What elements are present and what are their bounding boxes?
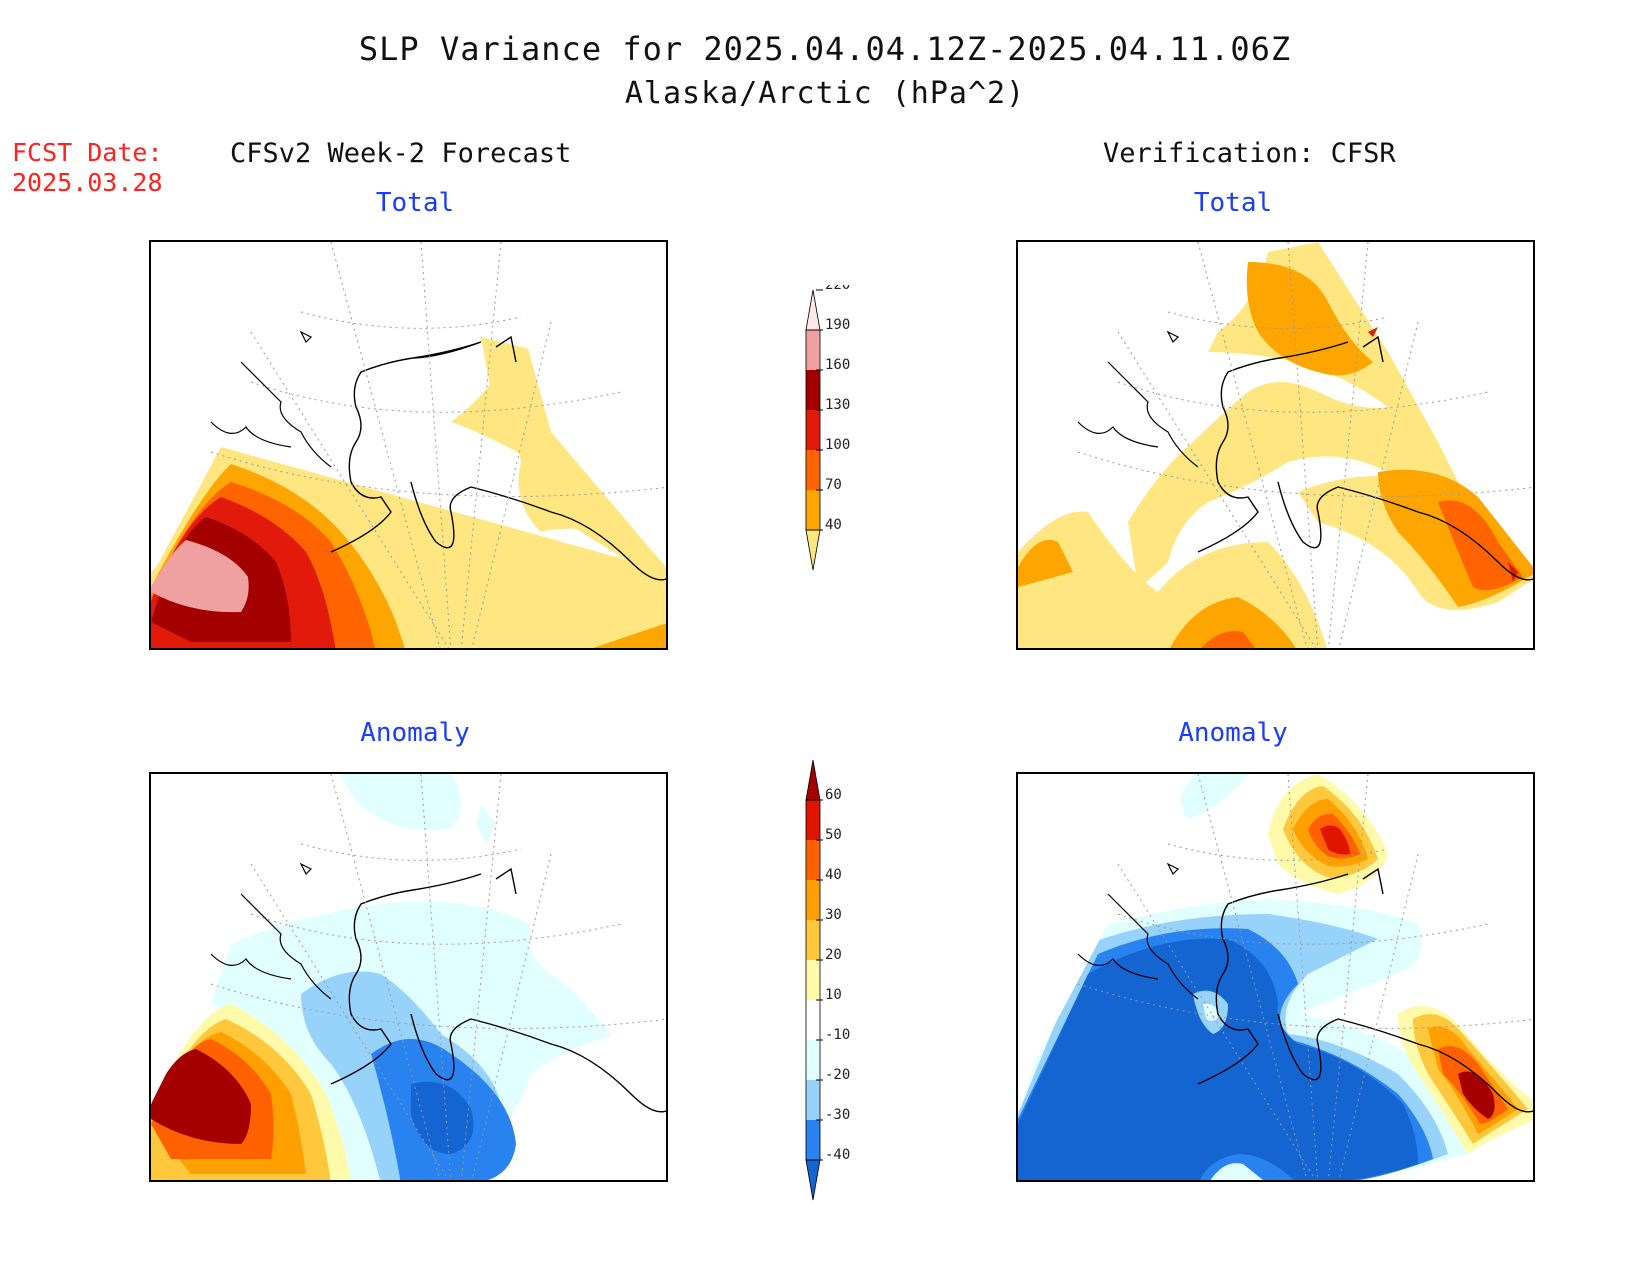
forecast-total-map-graphic xyxy=(151,242,666,648)
total-colorbar-graphic: 40 70 100 130 160 190 220 xyxy=(805,277,850,571)
forecast-anomaly-map-graphic xyxy=(151,774,666,1180)
colorbar-tick-label: -30 xyxy=(825,1107,850,1123)
verification-total-map-graphic xyxy=(1018,242,1533,648)
colorbar-tick-label: 30 xyxy=(825,907,842,923)
fcst-date-label: FCST Date: xyxy=(12,138,163,167)
forecast-anomaly-label: Anomaly xyxy=(360,718,470,748)
colorbar-swatch xyxy=(806,1120,820,1160)
chart-title: SLP Variance for 2025.04.04.12Z-2025.04.… xyxy=(358,30,1292,68)
colorbar-outline xyxy=(805,799,821,1161)
colorbar-swatch xyxy=(806,880,820,920)
colorbar-bottom-arrow xyxy=(805,1159,821,1201)
colorbar-swatch xyxy=(806,330,820,370)
colorbar-tick-label: 50 xyxy=(825,827,842,843)
colorbar-swatch xyxy=(806,920,820,960)
colorbar-swatch xyxy=(806,1080,820,1120)
colorbar-tick-label: 40 xyxy=(825,517,842,533)
colorbar-swatch xyxy=(806,1040,820,1080)
colorbar-swatch xyxy=(806,1000,820,1040)
colorbar-tick-label: 70 xyxy=(825,477,842,493)
colorbar-tick-label: 220 xyxy=(825,285,850,293)
colorbar-outline xyxy=(805,329,821,531)
fcst-date-value: 2025.03.28 xyxy=(12,168,163,197)
anomaly-colorbar: -40 -30 -20 -10 10 20 30 40 50 60 xyxy=(800,758,880,1208)
chart-subtitle: Alaska/Arctic (hPa^2) xyxy=(624,76,1026,111)
verification-anomaly-map-graphic xyxy=(1018,774,1533,1180)
colorbar-tick-label: 190 xyxy=(825,317,850,333)
colorbar-tick-label: -10 xyxy=(825,1027,850,1043)
colorbar-tick-label: 160 xyxy=(825,357,850,373)
forecast-column-heading: CFSv2 Week-2 Forecast xyxy=(230,138,572,169)
anomaly-colorbar-graphic: -40 -30 -20 -10 10 20 30 40 50 60 xyxy=(805,759,850,1201)
colorbar-top-arrow xyxy=(805,289,821,331)
colorbar-tick-label: -20 xyxy=(825,1067,850,1083)
verification-total-label: Total xyxy=(1193,188,1273,218)
colorbar-swatch xyxy=(806,450,820,490)
colorbar-swatch xyxy=(806,490,820,530)
colorbar-swatch xyxy=(806,800,820,840)
forecast-total-label: Total xyxy=(375,188,455,218)
colorbar-bottom-arrow xyxy=(805,529,821,571)
colorbar-tick-label: 130 xyxy=(825,397,850,413)
colorbar-top-arrow xyxy=(805,759,821,801)
colorbar-tick-label: 20 xyxy=(825,947,842,963)
colorbar-tick-label: -40 xyxy=(825,1147,850,1163)
colorbar-tick-label: 100 xyxy=(825,437,850,453)
verification-column-heading: Verification: CFSR xyxy=(1103,138,1396,169)
total-colorbar: 40 70 100 130 160 190 220 xyxy=(800,277,880,615)
forecast-total-map xyxy=(149,240,668,650)
colorbar-tick-label: 60 xyxy=(825,787,842,803)
colorbar-tick-label: 10 xyxy=(825,987,842,1003)
verification-total-map xyxy=(1016,240,1535,650)
colorbar-tick-label: 40 xyxy=(825,867,842,883)
colorbar-swatch xyxy=(806,370,820,410)
colorbar-swatch xyxy=(806,840,820,880)
forecast-anomaly-map xyxy=(149,772,668,1182)
colorbar-swatch xyxy=(806,960,820,1000)
colorbar-swatch xyxy=(806,410,820,450)
verification-anomaly-map xyxy=(1016,772,1535,1182)
verification-anomaly-label: Anomaly xyxy=(1178,718,1288,748)
